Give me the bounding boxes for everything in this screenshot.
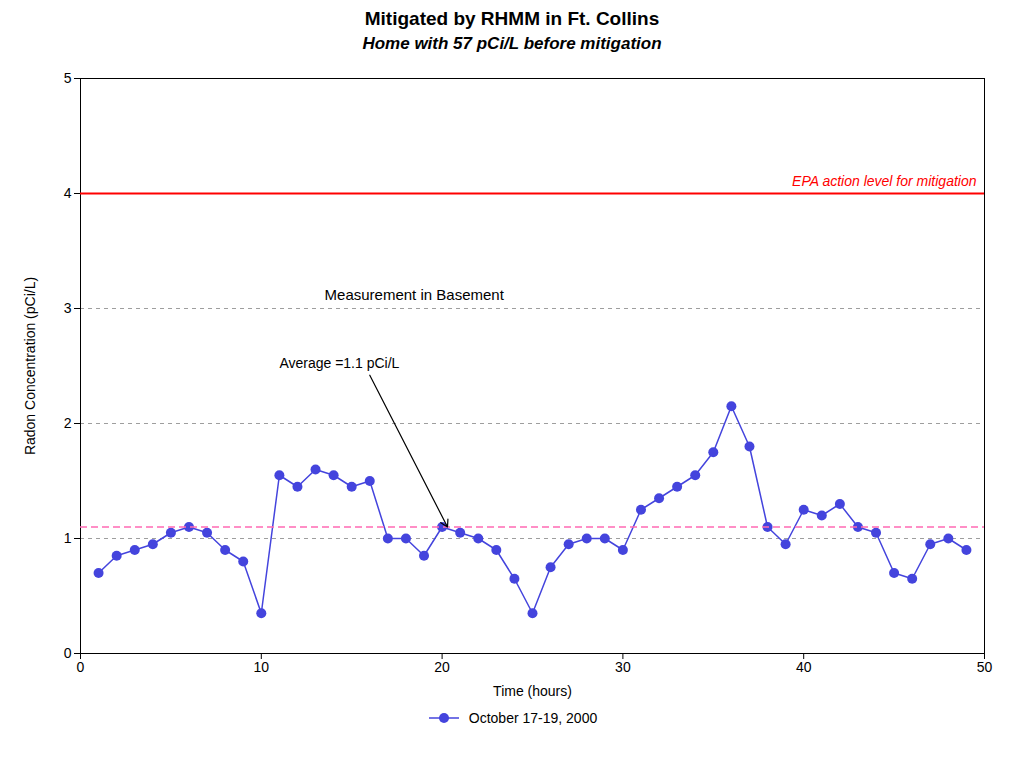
- html-text:Mitigated by RHMM in Ft. Colli: Mitigated by RHMM in Ft. Collins: [364, 8, 660, 29]
- svg-text:0: 0: [64, 645, 72, 661]
- svg-text:20: 20: [434, 659, 450, 675]
- svg-text:40: 40: [796, 659, 812, 675]
- svg-text:30: 30: [615, 659, 631, 675]
- svg-text:4: 4: [64, 185, 72, 201]
- svg-text:Measurement in Basement: Measurement in Basement: [325, 286, 505, 303]
- svg-text:10: 10: [254, 659, 270, 675]
- svg-text:Time (hours): Time (hours): [493, 683, 572, 699]
- svg-text:1: 1: [64, 530, 72, 546]
- html-text:Home with 57 pCi/L before miti: Home with 57 pCi/L before mitigation: [362, 34, 662, 53]
- svg-text:3: 3: [64, 300, 72, 316]
- svg-text:2: 2: [64, 415, 72, 431]
- svg-text:50: 50: [977, 659, 993, 675]
- svg-text:Radon Concentration (pCi/L): Radon Concentration (pCi/L): [22, 277, 38, 455]
- html-text:October 17-19, 2000: October 17-19, 2000: [468, 710, 598, 726]
- svg-text:0: 0: [77, 659, 85, 675]
- svg-text:Average =1.1 pCi/L: Average =1.1 pCi/L: [279, 355, 399, 371]
- svg-text:5: 5: [64, 70, 72, 86]
- svg-text:EPA action level for mitigatio: EPA action level for mitigation: [792, 173, 977, 189]
